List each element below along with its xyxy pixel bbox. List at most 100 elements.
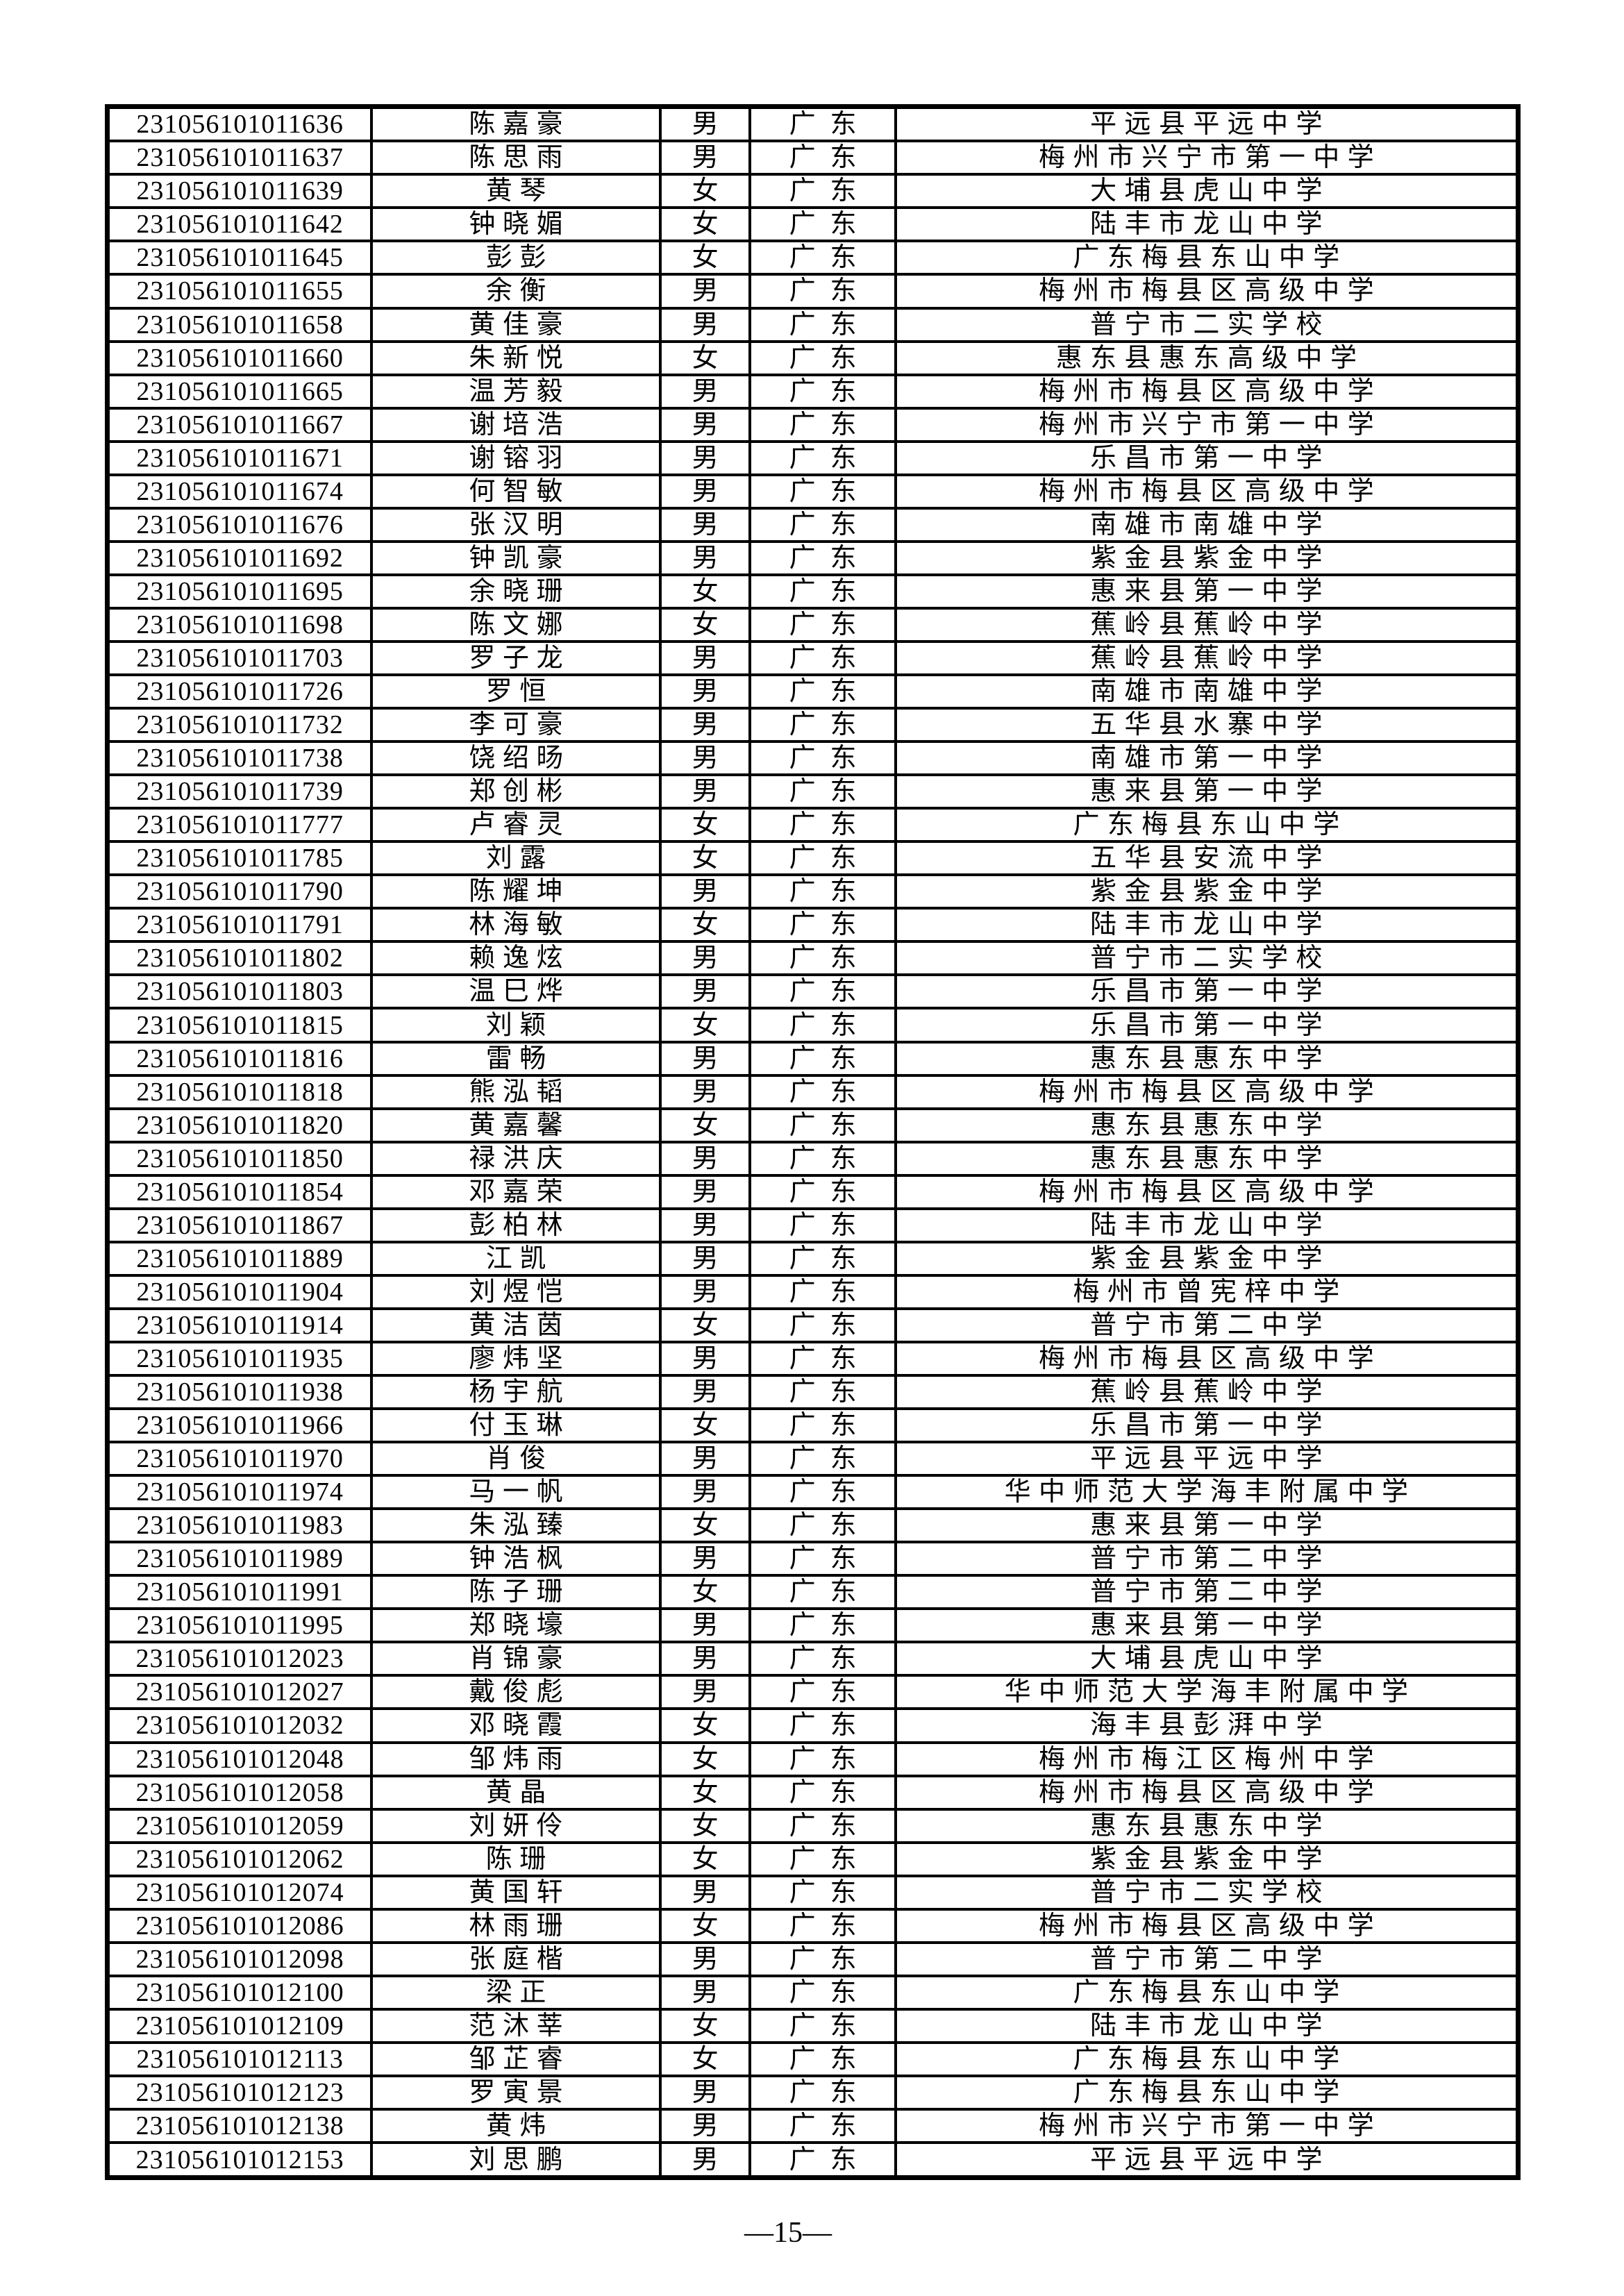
table-row: 231056101011726 罗恒男广东 南雄市南雄中学 bbox=[106, 673, 1520, 710]
table-row: 231056101011692 钟凯豪男广东 紫金县紫金中学 bbox=[106, 539, 1520, 576]
school-cell: 梅州市兴宁市第一中学 bbox=[894, 2108, 1520, 2145]
id-cell: 231056101011642 bbox=[106, 206, 374, 243]
name-cell: 肖锦豪 bbox=[370, 1641, 662, 1677]
province-cell: 广东 bbox=[748, 1607, 897, 1644]
page-number: —15— bbox=[744, 2217, 832, 2249]
roster-body: 231056101011636 陈嘉豪男广东 平远县平远中学 231056101011… bbox=[106, 105, 1520, 2179]
province-cell: 广东 bbox=[748, 1741, 897, 1777]
province-cell: 广东 bbox=[748, 1340, 897, 1377]
gender-cell: 男 bbox=[658, 1441, 752, 1477]
name-cell: 黄洁茵 bbox=[370, 1307, 662, 1343]
school-cell: 普宁市二实学校 bbox=[894, 940, 1520, 977]
name-cell: 黄嘉馨 bbox=[370, 1107, 662, 1143]
school-cell: 广东梅县东山中学 bbox=[894, 807, 1520, 844]
name-cell: 朱新悦 bbox=[370, 340, 662, 376]
name-cell: 朱泓臻 bbox=[370, 1507, 662, 1544]
province-cell: 广东 bbox=[748, 1541, 897, 1577]
id-cell: 231056101011658 bbox=[106, 306, 374, 343]
gender-cell: 女 bbox=[658, 2041, 752, 2077]
gender-cell: 男 bbox=[658, 373, 752, 410]
province-cell: 广东 bbox=[748, 506, 897, 543]
table-row: 231056101011904 刘煜恺男广东 梅州市曾宪梓中学 bbox=[106, 1273, 1520, 1310]
table-row: 231056101011989 钟浩枫男广东 普宁市第二中学 bbox=[106, 1541, 1520, 1577]
name-cell: 黄炜 bbox=[370, 2108, 662, 2145]
table-row: 231056101011738 饶绍旸男广东 南雄市第一中学 bbox=[106, 740, 1520, 777]
id-cell: 231056101011991 bbox=[106, 1574, 374, 1611]
school-cell: 惠东县惠东高级中学 bbox=[894, 340, 1520, 376]
id-cell: 231056101011655 bbox=[106, 273, 374, 310]
id-cell: 231056101011645 bbox=[106, 240, 374, 276]
name-cell: 熊泓韬 bbox=[370, 1073, 662, 1110]
id-cell: 231056101012048 bbox=[106, 1741, 374, 1777]
province-cell: 广东 bbox=[748, 406, 897, 443]
id-cell: 231056101011802 bbox=[106, 940, 374, 977]
name-cell: 雷畅 bbox=[370, 1040, 662, 1077]
name-cell: 邹芷睿 bbox=[370, 2041, 662, 2077]
table-row: 231056101011655 余衡男广东 梅州市梅县区高级中学 bbox=[106, 273, 1520, 310]
gender-cell: 男 bbox=[658, 140, 752, 176]
id-cell: 231056101011983 bbox=[106, 1507, 374, 1544]
table-row: 231056101011820 黄嘉馨女广东 惠东县惠东中学 bbox=[106, 1107, 1520, 1143]
name-cell: 罗寅景 bbox=[370, 2074, 662, 2111]
province-cell: 广东 bbox=[748, 1674, 897, 1711]
gender-cell: 男 bbox=[658, 1040, 752, 1077]
id-cell: 231056101011966 bbox=[106, 1407, 374, 1444]
school-cell: 广东梅县东山中学 bbox=[894, 240, 1520, 276]
gender-cell: 女 bbox=[658, 340, 752, 376]
id-cell: 231056101011676 bbox=[106, 506, 374, 543]
table-row: 231056101011802 赖逸炫男广东 普宁市二实学校 bbox=[106, 940, 1520, 977]
province-cell: 广东 bbox=[748, 1641, 897, 1677]
province-cell: 广东 bbox=[748, 1974, 897, 2011]
table-row: 231056101012109 范沐莘女广东 陆丰市龙山中学 bbox=[106, 2007, 1520, 2044]
id-cell: 231056101011904 bbox=[106, 1273, 374, 1310]
province-cell: 广东 bbox=[748, 639, 897, 677]
name-cell: 刘露 bbox=[370, 840, 662, 877]
gender-cell: 女 bbox=[658, 1107, 752, 1143]
table-row: 231056101011637 陈思雨男广东 梅州市兴宁市第一中学 bbox=[106, 140, 1520, 176]
name-cell: 黄琴 bbox=[370, 173, 662, 210]
id-cell: 231056101011732 bbox=[106, 707, 374, 744]
school-cell: 惠东县惠东中学 bbox=[894, 1807, 1520, 1844]
province-cell: 广东 bbox=[748, 573, 897, 610]
gender-cell: 男 bbox=[658, 1207, 752, 1243]
name-cell: 张庭楷 bbox=[370, 1941, 662, 1977]
name-cell: 刘妍伶 bbox=[370, 1807, 662, 1844]
school-cell: 乐昌市第一中学 bbox=[894, 973, 1520, 1010]
province-cell: 广东 bbox=[748, 907, 897, 944]
school-cell: 蕉岭县蕉岭中学 bbox=[894, 606, 1520, 643]
name-cell: 陈嘉豪 bbox=[370, 105, 662, 143]
table-row: 231056101011785 刘露女广东 五华县安流中学 bbox=[106, 840, 1520, 877]
school-cell: 梅州市梅县区高级中学 bbox=[894, 1340, 1520, 1377]
school-cell: 广东梅县东山中学 bbox=[894, 2041, 1520, 2077]
gender-cell: 女 bbox=[658, 1841, 752, 1877]
school-cell: 梅州市兴宁市第一中学 bbox=[894, 406, 1520, 443]
province-cell: 广东 bbox=[748, 1240, 897, 1277]
gender-cell: 男 bbox=[658, 105, 752, 143]
name-cell: 刘煜恺 bbox=[370, 1273, 662, 1310]
table-row: 231056101011815 刘颖女广东 乐昌市第一中学 bbox=[106, 1007, 1520, 1044]
province-cell: 广东 bbox=[748, 1907, 897, 1944]
name-cell: 戴俊彪 bbox=[370, 1674, 662, 1711]
gender-cell: 女 bbox=[658, 1807, 752, 1844]
province-cell: 广东 bbox=[748, 173, 897, 210]
id-cell: 231056101011665 bbox=[106, 373, 374, 410]
id-cell: 231056101011674 bbox=[106, 473, 374, 510]
table-row: 231056101011850 禄洪庆男广东 惠东县惠东中学 bbox=[106, 1140, 1520, 1177]
gender-cell: 女 bbox=[658, 1407, 752, 1444]
province-cell: 广东 bbox=[748, 1040, 897, 1077]
gender-cell: 男 bbox=[658, 1474, 752, 1511]
province-cell: 广东 bbox=[748, 340, 897, 376]
table-row: 231056101012058 黄晶女广东 梅州市梅县区高级中学 bbox=[106, 1774, 1520, 1811]
province-cell: 广东 bbox=[748, 1574, 897, 1611]
table-row: 231056101011674 何智敏男广东 梅州市梅县区高级中学 bbox=[106, 473, 1520, 510]
id-cell: 231056101012086 bbox=[106, 1907, 374, 1944]
gender-cell: 男 bbox=[658, 1541, 752, 1577]
table-row: 231056101011803 温巳烨男广东 乐昌市第一中学 bbox=[106, 973, 1520, 1010]
gender-cell: 男 bbox=[658, 2141, 752, 2179]
id-cell: 231056101012058 bbox=[106, 1774, 374, 1811]
gender-cell: 男 bbox=[658, 273, 752, 310]
id-cell: 231056101011660 bbox=[106, 340, 374, 376]
name-cell: 李可豪 bbox=[370, 707, 662, 744]
province-cell: 广东 bbox=[748, 840, 897, 877]
id-cell: 231056101011850 bbox=[106, 1140, 374, 1177]
